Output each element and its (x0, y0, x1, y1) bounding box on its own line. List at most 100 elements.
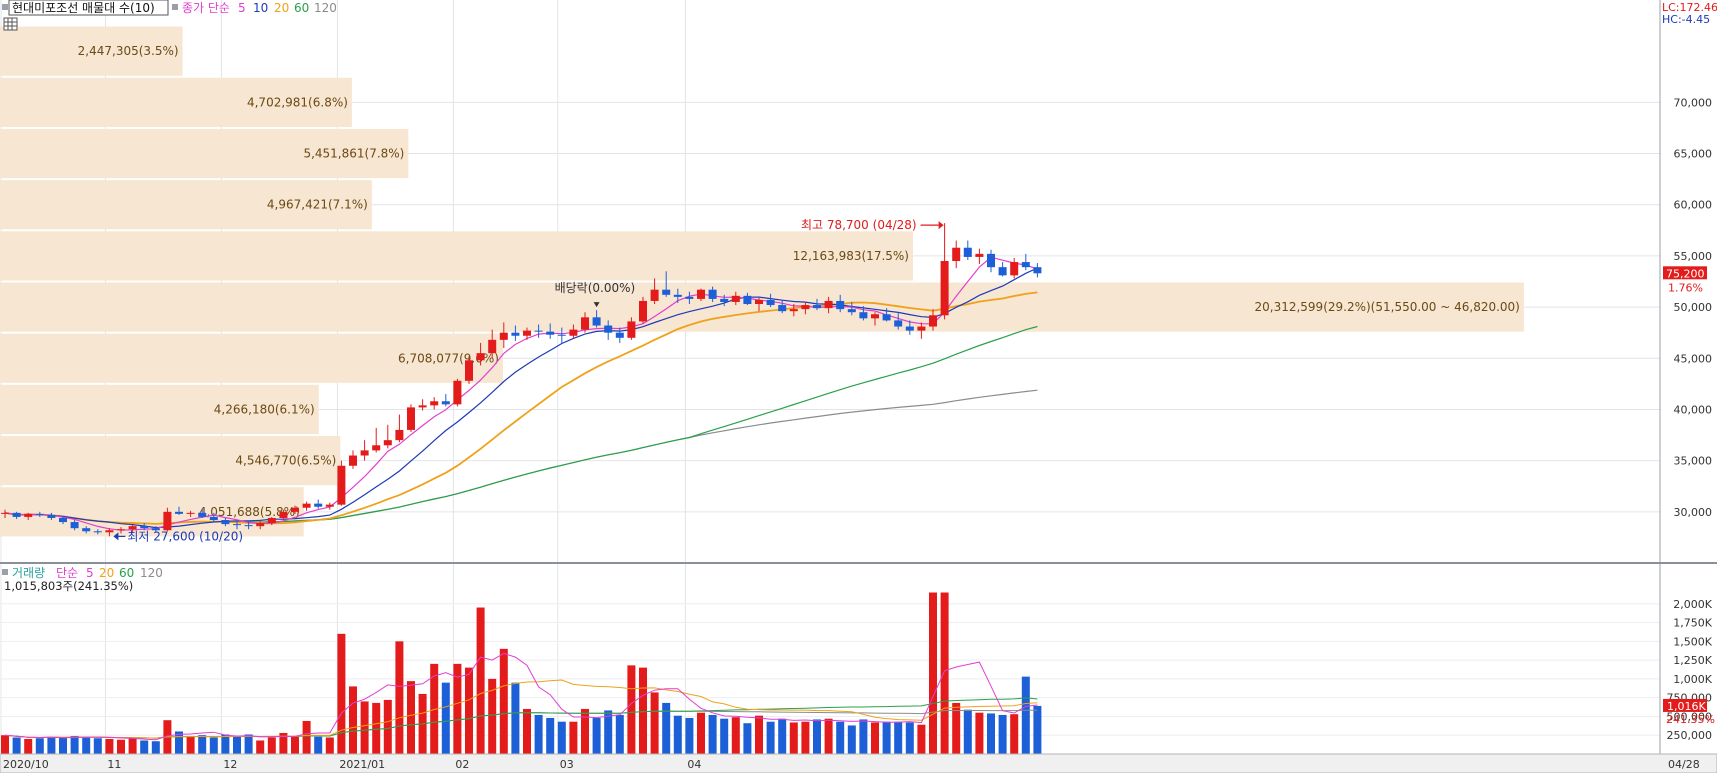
volume-bar (963, 709, 972, 754)
candle-body (418, 405, 427, 408)
volume-bar (755, 715, 763, 754)
volume-bar (383, 699, 392, 754)
volume-bar (70, 735, 79, 754)
volume-bar (882, 721, 891, 754)
legend-ma60: 60 (294, 1, 309, 15)
candle-body (685, 296, 694, 299)
volume-bar (673, 715, 682, 754)
volume-bar (627, 665, 636, 754)
calendar-grid-icon[interactable] (3, 17, 18, 31)
volume-bar (813, 719, 821, 754)
volume-bar (1021, 676, 1030, 754)
volume-bar (847, 725, 856, 754)
volume-legend[interactable]: 거래량 단순 5 20 60 120 1,015,803주(241.35%) (2, 566, 163, 593)
last-price-badge (1663, 266, 1707, 280)
time-axis-bar (0, 753, 1717, 773)
volume-panel[interactable] (0, 592, 1660, 754)
candle-body (581, 317, 589, 330)
volume-bar (291, 736, 299, 754)
price-legend[interactable]: 현대미포조선 매물대 수(10) 종가 단순 5 10 20 60 120 (2, 0, 337, 31)
candle-body (267, 517, 276, 524)
volume-profile-bar (0, 180, 372, 230)
candle-body (859, 312, 868, 319)
volume-bar (731, 717, 740, 754)
volume-bar (1, 735, 9, 754)
candle-body (534, 330, 543, 332)
volume-bar (453, 663, 462, 754)
time-tick-label: 04 (687, 758, 701, 771)
candle-body (186, 512, 195, 514)
legend-title-box[interactable] (8, 0, 169, 16)
candle-body (813, 305, 821, 309)
time-tick-label: 12 (223, 758, 237, 771)
last-price-label: 75,200 (1666, 267, 1705, 280)
legend-box-marker (2, 4, 8, 10)
candle-body (476, 353, 485, 361)
candle-body (244, 525, 253, 527)
volume-legend-ma5: 5 (86, 566, 94, 580)
candle-body (557, 334, 566, 336)
candle-body (209, 516, 218, 521)
candle-body (720, 298, 729, 302)
candle-body (24, 513, 33, 517)
volume-profile-bar (0, 282, 1524, 332)
candle-body (407, 407, 415, 430)
volume-profile-bar (0, 26, 183, 76)
price-panel[interactable]: 4,051,688(5.8%) 4,546,770(6.5%) 4,266,180(… (0, 0, 1660, 754)
price-annotations: 최고 78,700 (04/28) 최저 27,600 (10/20) 배당락(0.… (113, 218, 944, 543)
candle-body (291, 507, 299, 512)
candle-body (929, 315, 937, 327)
candle-body (905, 326, 914, 331)
candle-body (499, 332, 508, 340)
volume-bar (175, 731, 183, 754)
legend-title: 현대미포조선 매물대 수(10) (12, 1, 155, 15)
candle-body (615, 332, 624, 338)
volume-bar (720, 718, 729, 754)
volume-legend-ma20: 20 (99, 566, 114, 580)
high-price-annotation: 최고 78,700 (04/28) (801, 218, 917, 232)
volume-bar (592, 717, 601, 754)
candle-body (627, 321, 636, 338)
candle-body (917, 326, 926, 331)
volume-profile-label: 6,708,077(9.6%) (398, 351, 499, 365)
volume-bar (209, 737, 218, 754)
candle-body (302, 503, 311, 508)
volume-bar (372, 702, 381, 754)
volume-current-value: 1,015,803주(241.35%) (4, 579, 133, 593)
volume-bar (140, 740, 149, 754)
candle-body (778, 305, 787, 312)
volume-bar (314, 736, 323, 754)
low-price-annotation: 최저 27,600 (10/20) (127, 529, 243, 543)
volume-bar (93, 738, 102, 754)
price-tick-label: 55,000 (1674, 250, 1713, 263)
volume-bar (476, 607, 485, 754)
candle-body (1010, 262, 1019, 276)
volume-bar (267, 737, 276, 754)
volume-bar (708, 714, 717, 754)
volume-tick-label: 1,750K (1673, 617, 1712, 630)
volume-bar (1033, 705, 1042, 754)
volume-tick-label: 1,250K (1673, 654, 1712, 667)
volume-bar (952, 702, 961, 754)
volume-bar (465, 667, 473, 754)
volume-bar (604, 710, 613, 754)
volume-bar (407, 681, 415, 754)
time-axis-ticks: 2020/10 11 12 2021/01 02 03 04 04/28 (3, 758, 1700, 771)
volume-bar (836, 721, 845, 754)
candle-body (198, 512, 207, 517)
volume-profile-label: 4,967,421(7.1%) (267, 198, 368, 212)
candle-body (963, 247, 972, 257)
candle-body (430, 401, 439, 406)
volume-tick-label: 250,000 (1667, 729, 1713, 742)
volume-legend-ma60: 60 (119, 566, 134, 580)
time-tick-label: 03 (560, 758, 574, 771)
volume-tick-label: 1,500K (1673, 635, 1712, 648)
candle-body (256, 523, 265, 527)
volume-bar (859, 719, 868, 754)
volume-bar (499, 648, 508, 754)
volume-legend-title: 거래량 (12, 566, 45, 580)
volume-ma5-line (4, 652, 1038, 741)
volume-bar (998, 714, 1007, 754)
volume-bar (221, 734, 230, 754)
volume-bar (117, 739, 125, 754)
